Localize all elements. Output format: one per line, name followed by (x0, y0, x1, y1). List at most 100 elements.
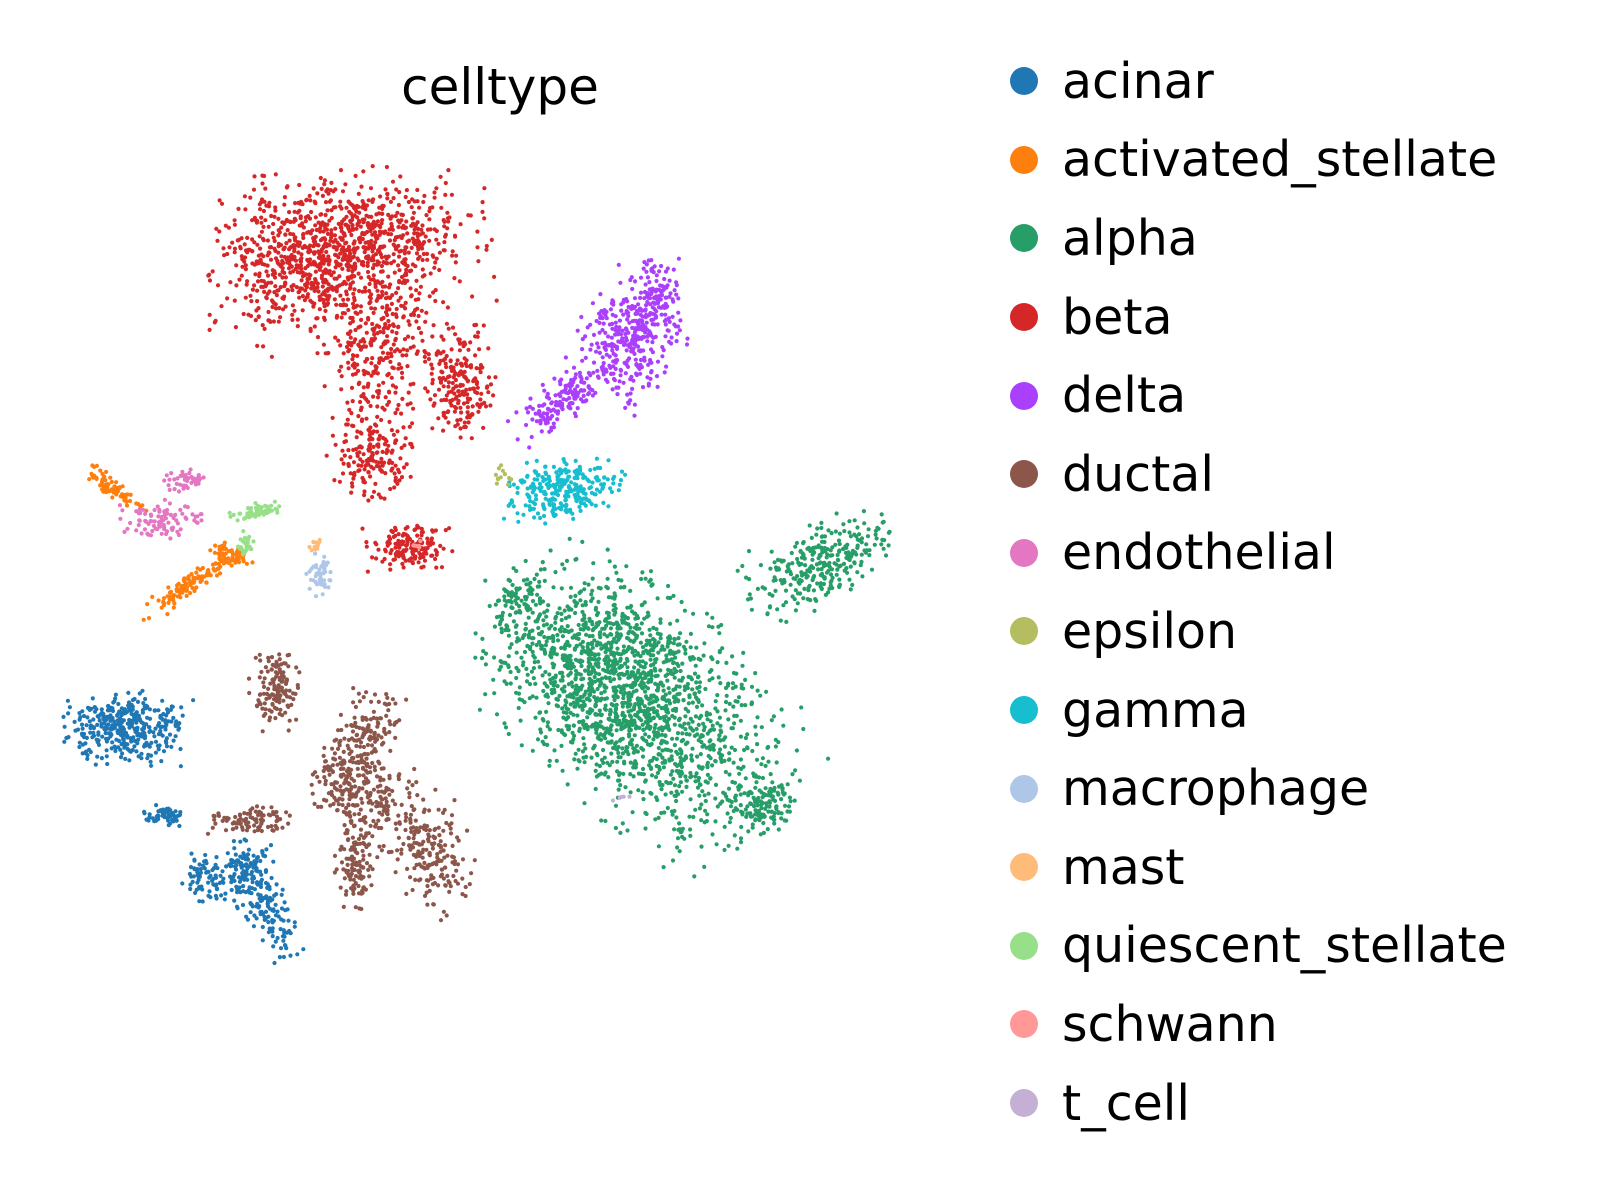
data-point (754, 757, 760, 762)
data-point (416, 525, 421, 530)
data-point (621, 618, 626, 623)
data-point (629, 306, 634, 311)
data-point (604, 316, 609, 321)
data-point (432, 265, 437, 270)
data-point (641, 797, 646, 802)
data-point (672, 637, 677, 642)
data-point (675, 731, 681, 736)
data-point (665, 678, 670, 683)
data-point (404, 245, 409, 250)
data-point (537, 409, 542, 414)
data-point (397, 478, 402, 483)
data-point (736, 765, 741, 770)
data-point (668, 780, 673, 786)
data-point (594, 762, 599, 767)
data-point (443, 528, 448, 533)
data-point (506, 577, 511, 583)
data-point (564, 710, 569, 716)
data-point (432, 190, 437, 195)
data-point (814, 532, 819, 537)
data-point (659, 732, 665, 737)
data-point (801, 596, 806, 601)
data-point (846, 550, 851, 555)
data-point (677, 821, 682, 826)
data-point (759, 762, 764, 767)
data-point (637, 626, 642, 631)
data-point (682, 687, 687, 693)
data-point (818, 553, 823, 558)
data-point (298, 214, 303, 219)
data-point (337, 479, 342, 484)
data-point (315, 335, 321, 340)
data-point (365, 569, 370, 574)
data-point (232, 250, 237, 255)
data-point (678, 755, 683, 760)
data-point (713, 782, 719, 788)
data-point (590, 628, 595, 633)
data-point (608, 670, 613, 675)
data-point (599, 818, 604, 823)
data-point (625, 299, 630, 304)
data-point (502, 721, 507, 726)
data-point (710, 676, 715, 681)
data-point (679, 751, 684, 756)
data-point (482, 216, 487, 221)
data-point (866, 527, 871, 532)
data-point (630, 325, 635, 330)
data-point (542, 578, 547, 584)
data-point (390, 179, 396, 184)
data-point (682, 721, 687, 726)
data-point (355, 311, 360, 316)
data-point (684, 639, 689, 644)
data-point (339, 206, 344, 211)
data-point (593, 652, 598, 657)
data-point (639, 771, 644, 777)
data-point (538, 418, 543, 423)
data-point (562, 732, 568, 738)
data-point (672, 288, 677, 293)
data-point (655, 359, 661, 364)
data-point (503, 603, 508, 608)
data-point (371, 273, 376, 278)
data-point (315, 316, 320, 321)
data-point (371, 277, 376, 282)
data-point (338, 251, 343, 256)
data-point (366, 470, 371, 475)
data-point (369, 337, 374, 342)
data-point (695, 754, 700, 759)
data-point (252, 174, 257, 179)
data-point (600, 341, 605, 346)
data-point (369, 373, 374, 378)
data-point (697, 806, 703, 811)
data-point (477, 707, 482, 712)
data-point (697, 716, 702, 721)
data-point (370, 555, 375, 560)
data-point (287, 210, 292, 215)
data-point (207, 272, 212, 277)
data-point (794, 748, 800, 753)
data-point (543, 735, 548, 740)
data-point (507, 612, 513, 618)
data-point (595, 686, 600, 692)
data-point (718, 723, 723, 728)
data-point (567, 536, 572, 542)
data-point (837, 577, 842, 582)
data-point (330, 415, 335, 420)
data-point (491, 393, 496, 398)
data-point (762, 586, 768, 591)
data-point (483, 404, 489, 409)
data-point (732, 713, 737, 719)
data-point (450, 549, 455, 554)
data-point (394, 306, 399, 312)
data-point (325, 208, 330, 213)
data-point (479, 656, 485, 661)
data-point (675, 845, 680, 850)
data-point (406, 250, 411, 255)
data-point (354, 435, 359, 440)
data-point (624, 310, 629, 315)
data-point (654, 795, 659, 800)
data-point (672, 675, 677, 680)
data-point (694, 704, 700, 710)
data-point (393, 525, 398, 530)
data-point (573, 372, 579, 377)
